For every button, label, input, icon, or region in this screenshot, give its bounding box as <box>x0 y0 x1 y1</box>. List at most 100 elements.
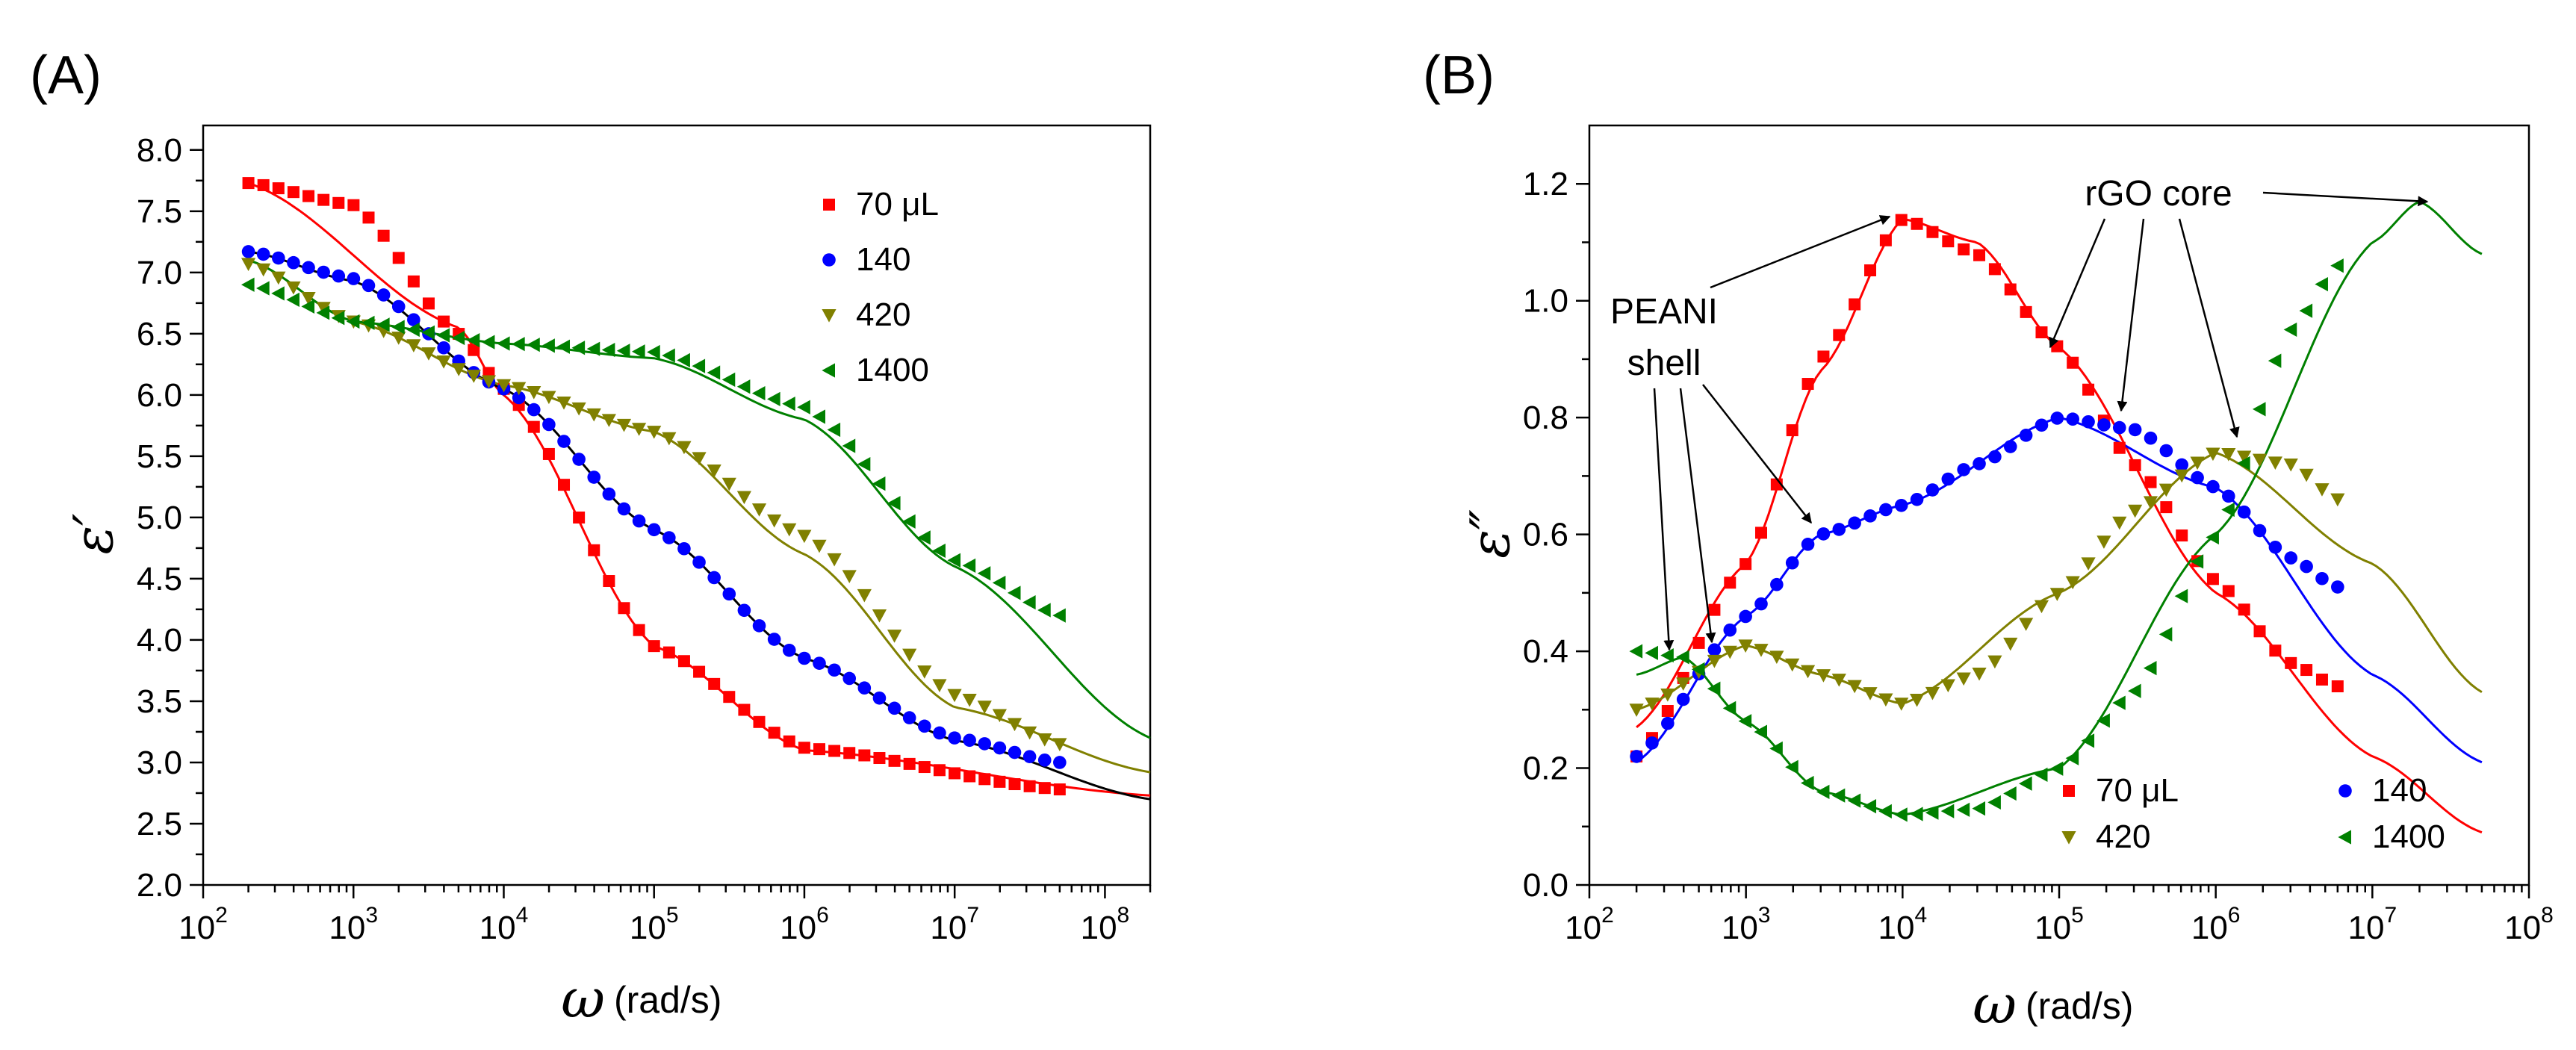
panel-a-data-point-0 <box>287 186 300 199</box>
panel-a-data-point-2 <box>527 385 541 400</box>
panel-a-data-point-3 <box>962 558 976 573</box>
panel-a-data-point-1 <box>963 733 976 748</box>
panel-a-data-point-0 <box>1023 780 1036 792</box>
panel-b-data-point-3 <box>1769 741 1783 756</box>
panel-a-data-point-3 <box>1022 595 1036 610</box>
panel-b-data-point-0 <box>2269 644 2282 657</box>
panel-a-data-point-0 <box>813 743 825 756</box>
panel-b-data-point-0 <box>2253 625 2266 638</box>
panel-b-data-point-3 <box>1894 807 1908 822</box>
panel-b-data-point-2 <box>1847 680 1862 694</box>
panel-a-y-tick-label: 5.0 <box>137 500 182 536</box>
panel-a-data-point-2 <box>541 391 556 405</box>
panel-a-data-point-3 <box>767 391 780 406</box>
panel-b-data-point-3 <box>1707 681 1721 696</box>
panel-a-data-point-2 <box>902 648 917 662</box>
panel-a-data-point-1 <box>707 571 721 585</box>
panel-a-data-point-2 <box>616 418 632 432</box>
panel-b: (B) 102 103 104 105 106 107 108 0.0 0.2 0.4 0.6 0.8… <box>1423 46 2554 1036</box>
panel-a-data-point-3 <box>662 348 675 363</box>
panel-b-data-point-0 <box>1973 249 1986 261</box>
panel-b-data-point-0 <box>1849 298 1861 311</box>
panel-b-data-point-2 <box>1676 677 1691 691</box>
panel-b-data-point-3 <box>1878 804 1892 818</box>
panel-a-data-point-1 <box>241 245 255 258</box>
panel-a-data-point-0 <box>753 715 766 728</box>
panel-a-data-point-1 <box>828 663 841 677</box>
panel-a-data-point-0 <box>903 757 916 770</box>
panel-a-data-point-2 <box>872 609 887 623</box>
panel-b-data-point-2 <box>2143 496 2158 509</box>
panel-a-data-point-2 <box>436 355 451 369</box>
panel-a-data-point-0 <box>527 420 540 433</box>
panel-a-legend-label-2: 420 <box>856 296 910 333</box>
panel-a-data-point-2 <box>1037 733 1052 747</box>
panel-b-data-point-0 <box>1926 226 1939 238</box>
panel-a-data-point-0 <box>963 770 976 783</box>
panel-a-legend-marker-2 <box>822 309 837 323</box>
panel-a-data-point-3 <box>512 337 525 352</box>
panel-a-data-point-0 <box>723 691 736 703</box>
panel-b-data-point-0 <box>1786 424 1798 437</box>
panel-a-data-point-3 <box>256 281 270 296</box>
panel-b-y-tick-label: 0.4 <box>1523 633 1568 670</box>
panel-b-data-point-1 <box>2300 559 2313 574</box>
panel-b-data-point-2 <box>1972 667 1987 681</box>
panel-b-data-point-0 <box>1817 350 1830 363</box>
panel-a-data-point-2 <box>662 432 677 446</box>
panel-a-data-point-1 <box>347 272 361 285</box>
panel-b-data-point-1 <box>1894 498 1908 512</box>
panel-b-data-point-0 <box>2129 459 2141 471</box>
panel-b-data-point-1 <box>2066 412 2079 426</box>
panel-a-legend-label-0: 70 μL <box>856 186 939 223</box>
panel-a-plot-frame <box>202 124 1152 886</box>
panel-a-data-point-1 <box>872 691 887 705</box>
panel-b-data-point-3 <box>1863 799 1877 814</box>
panel-b-data-point-1 <box>2019 429 2033 442</box>
panel-b-data-point-0 <box>2035 326 2048 339</box>
panel-b-fit-curves <box>1636 200 2483 833</box>
panel-a-data-point-3 <box>692 358 706 373</box>
arrow-rgo-to-blue-peak <box>2117 218 2145 412</box>
panel-a-data-point-2 <box>947 689 962 703</box>
panel-a-data-point-0 <box>738 703 751 716</box>
panel-b-data-point-1 <box>1676 692 1690 706</box>
panel-b-y-tick-label: 0.6 <box>1523 517 1568 553</box>
panel-a-y-tick-label: 7.0 <box>137 255 182 291</box>
arrow-peani-to-red-peak <box>1710 215 1891 289</box>
panel-a-data-point-2 <box>647 426 662 439</box>
panel-a-data-point-3 <box>992 575 1006 591</box>
panel-b-data-point-1 <box>2035 418 2049 432</box>
panel-b-data-point-1 <box>2082 414 2095 429</box>
panel-a-x-tick-label: 106 <box>780 903 829 946</box>
panel-a-data-point-0 <box>468 344 480 356</box>
panel-a-data-point-0 <box>708 677 721 690</box>
panel-b-data-point-2 <box>2174 469 2189 483</box>
panel-a-data-point-2 <box>286 281 301 295</box>
panel-a-data-point-3 <box>421 325 435 340</box>
panel-b-data-point-1 <box>2097 418 2111 432</box>
panel-a-data-point-0 <box>618 602 630 615</box>
panel-b-data-point-1 <box>1754 597 1768 611</box>
panel-a-axes: 102 103 104 105 106 107 108 2.0 2.5 3.0 3.5 4.0 4.5 5… <box>137 124 1152 946</box>
panel-a-data-point-2 <box>827 553 842 567</box>
panel-b-data-point-3 <box>2190 554 2204 569</box>
panel-b-data-point-3 <box>2299 303 2313 318</box>
panel-a-data-point-2 <box>812 539 827 553</box>
panel-b-data-point-3 <box>2315 276 2328 292</box>
panel-a-data-point-3 <box>541 338 555 353</box>
panel-b-data-point-3 <box>2237 456 2250 471</box>
panel-a-data-point-2 <box>736 491 752 505</box>
panel-b-data-point-2 <box>2128 504 2143 518</box>
panel-b-data-point-1 <box>2253 524 2267 538</box>
panel-b-data-point-2 <box>2252 453 2268 467</box>
panel-a-data-point-3 <box>286 292 300 307</box>
panel-b-data-point-2 <box>2019 618 2034 631</box>
panel-b-data-point-0 <box>1911 217 1923 230</box>
panel-a-data-point-1 <box>993 741 1007 755</box>
panel-a-data-point-3 <box>1052 608 1066 623</box>
panel-a-data-point-3 <box>857 456 871 472</box>
panel-a-data-point-0 <box>949 767 961 780</box>
panel-b-data-point-3 <box>2330 258 2344 273</box>
panel-b-data-point-2 <box>2330 493 2345 507</box>
